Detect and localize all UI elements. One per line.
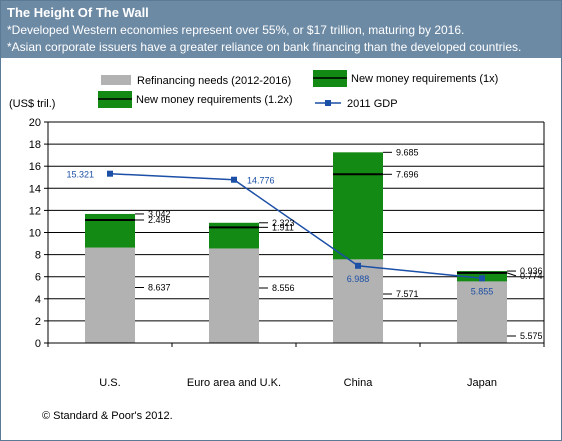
bar-new-money-1-2x <box>85 213 135 248</box>
y-tick-label: 0 <box>35 338 41 350</box>
chart-header: The Height Of The Wall *Developed Wester… <box>1 1 561 58</box>
gdp-label: 6.988 <box>347 274 370 284</box>
legend-swatch-gdp-marker <box>325 100 331 106</box>
label-refinancing: 5.575 <box>520 331 543 341</box>
label-refinancing: 7.571 <box>396 289 419 299</box>
label-refinancing: 8.556 <box>272 283 295 293</box>
chart-subtitle-2: *Asian corporate issuers have a greater … <box>7 40 522 54</box>
bars <box>85 152 507 343</box>
bar-refinancing <box>333 259 383 343</box>
gdp-label: 15.321 <box>66 170 94 180</box>
y-tick-label: 14 <box>29 183 41 195</box>
y-tick-label: 10 <box>29 228 41 240</box>
x-tick-label: Euro area and U.K. <box>187 377 281 389</box>
gdp-point <box>479 275 485 282</box>
label-new-money-1x: 2.495 <box>148 215 171 225</box>
legend-swatch-refinancing <box>101 75 131 85</box>
x-tick-label: U.S. <box>99 377 120 389</box>
x-tick-label: Japan <box>467 377 497 389</box>
label-new-money-1x: 1.911 <box>272 222 294 232</box>
x-tick-label: China <box>344 377 374 389</box>
bar-new-money-1-2x <box>333 152 383 260</box>
label-new-money-1x: 7.696 <box>396 169 419 179</box>
label-new-money-1-2x: 3.042 <box>148 209 171 219</box>
y-tick-label: 8 <box>35 250 41 262</box>
y-tick-label: 4 <box>35 294 41 306</box>
y-tick-label: 20 <box>29 117 41 129</box>
legend-label: Refinancing needs (2012-2016) <box>137 75 291 87</box>
axes: 0 2 4 6 8 10 12 14 16 18 20 U.S. Euro area and U.K. C… <box>29 117 545 389</box>
gdp-point <box>355 262 361 269</box>
y-tick-label: 2 <box>35 316 41 328</box>
label-new-money-1-2x: 0.936 <box>520 266 543 276</box>
y-axis-label: (US$ tril.) <box>9 98 55 110</box>
label-new-money-1x: 0.774 <box>520 271 543 281</box>
y-tick-label: 16 <box>29 161 41 173</box>
y-tick-label: 12 <box>29 205 41 217</box>
y-tick-label: 6 <box>35 272 41 284</box>
gdp-label: 14.776 <box>247 176 275 186</box>
bar-refinancing <box>85 247 135 343</box>
gdp-label: 5.855 <box>471 286 494 296</box>
label-new-money-1-2x: 2.323 <box>272 218 295 228</box>
legend-label: 2011 GDP <box>347 98 398 110</box>
legend: Refinancing needs (2012-2016) New money r… <box>98 70 498 110</box>
label-refinancing: 8.637 <box>148 283 171 293</box>
bar-refinancing <box>209 248 259 343</box>
y-tick-label: 18 <box>29 139 41 151</box>
leader-line <box>506 272 517 277</box>
chart-title: The Height Of The Wall <box>7 5 149 20</box>
gdp-point <box>107 170 113 177</box>
bar-refinancing <box>457 281 507 343</box>
legend-label: New money requirements (1x) <box>351 73 498 85</box>
gdp-point <box>231 176 237 183</box>
legend-label: New money requirements (1.2x) <box>136 94 293 106</box>
chart-subtitle-1: *Developed Western economies represent o… <box>7 23 465 37</box>
label-new-money-1-2x: 9.685 <box>396 147 419 157</box>
gdp-line: 15.321 14.776 6.988 5.855 <box>66 170 493 297</box>
gdp-line-path <box>109 172 483 280</box>
source-note: © Standard & Poor's 2012. <box>42 410 173 422</box>
